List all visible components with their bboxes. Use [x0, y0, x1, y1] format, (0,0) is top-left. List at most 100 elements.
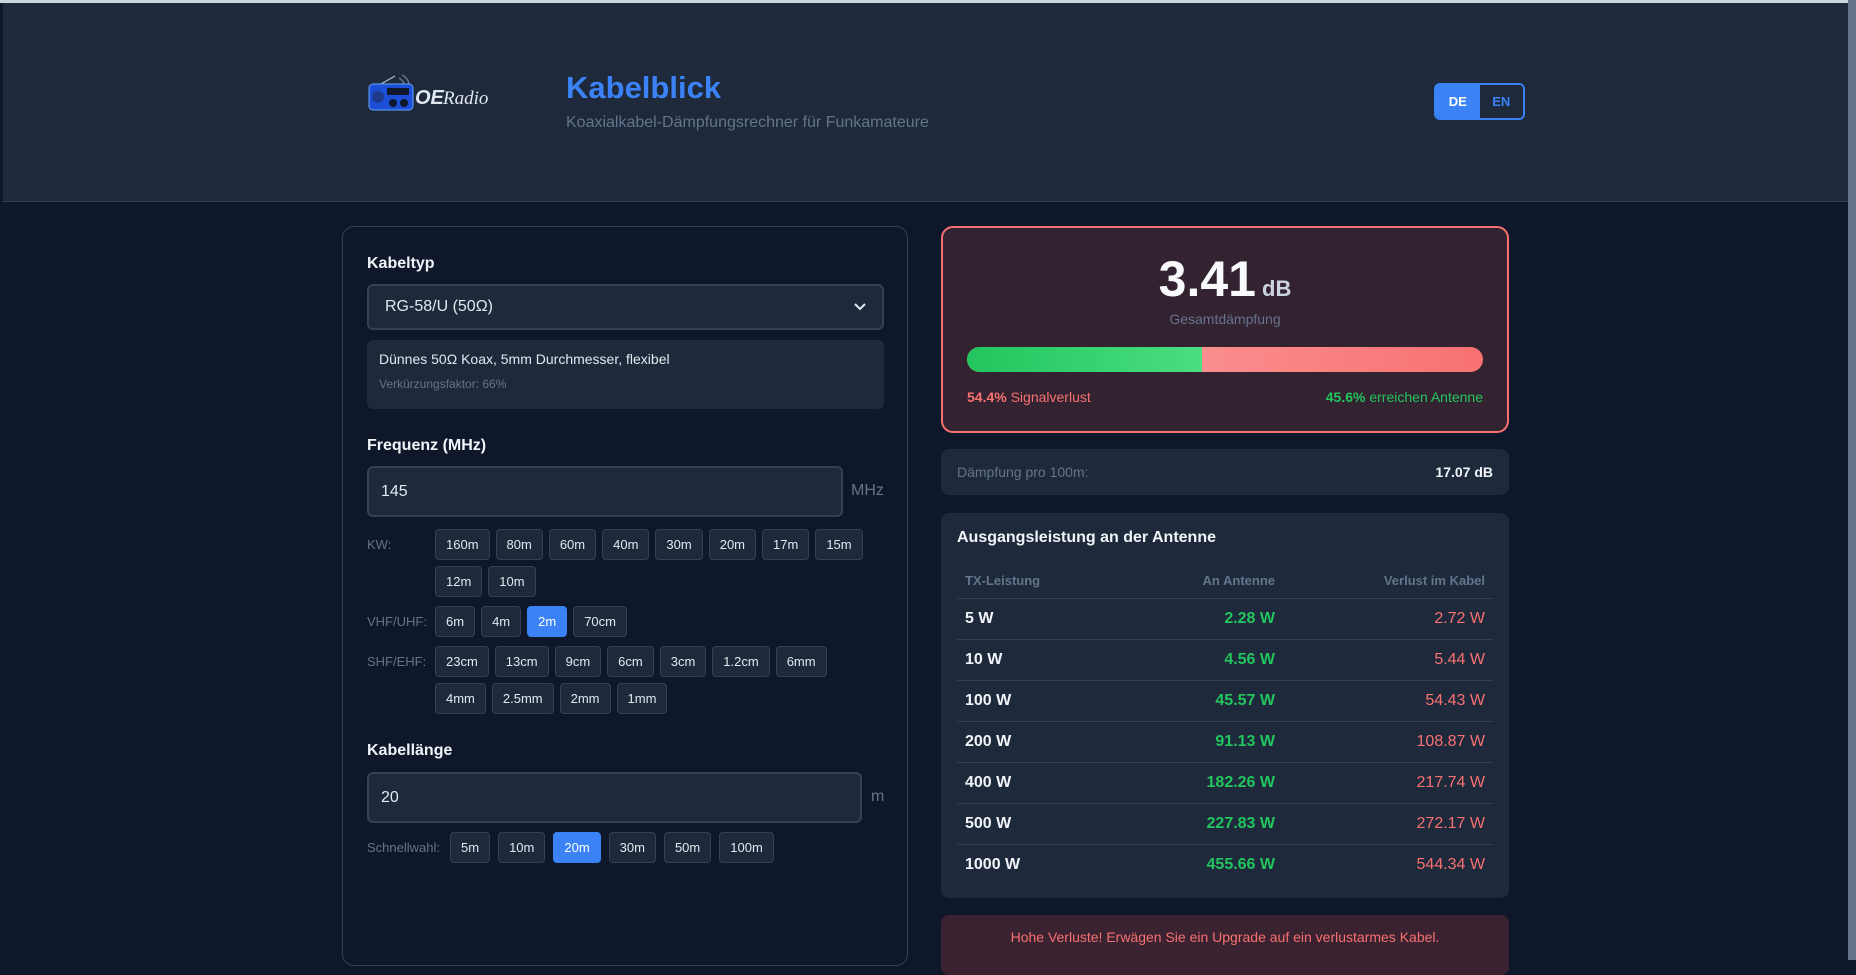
band-button-30m[interactable]: 30m: [655, 529, 703, 560]
input-panel: Kabeltyp RG-58/U (50Ω) Dünnes 50Ω Koax, …: [342, 226, 908, 966]
band-button-3cm[interactable]: 3cm: [659, 646, 707, 677]
band-button-15m[interactable]: 15m: [815, 529, 863, 560]
lang-en-button[interactable]: EN: [1479, 85, 1523, 118]
band-button-17m[interactable]: 17m: [762, 529, 810, 560]
band-group-shf-ehf: SHF/EHF: 23cm 13cm 9cm 6cm 3cm 1.2cm 6mm 4mm 2.5…: [367, 646, 875, 714]
table-row: 10 W 4.56 W 5.44 W: [957, 639, 1493, 680]
lang-de-button[interactable]: DE: [1436, 85, 1480, 118]
band-button-6mm[interactable]: 6mm: [775, 646, 827, 677]
length-button-5m[interactable]: 5m: [450, 832, 491, 863]
table-row: 1000 W 455.66 W 544.34 W: [957, 844, 1493, 885]
antenna-power-cell: 227.83 W: [1206, 815, 1275, 832]
cable-loss-cell: 2.72 W: [1434, 610, 1485, 627]
signal-bar-reach-fill: [967, 347, 1203, 372]
cable-description: Dünnes 50Ω Koax, 5mm Durchmesser, flexib…: [379, 351, 670, 367]
length-button-30m[interactable]: 30m: [608, 832, 656, 863]
table-row: 5 W 2.28 W 2.72 W: [957, 598, 1493, 639]
band-button-2m[interactable]: 2m: [527, 606, 568, 637]
band-button-13cm[interactable]: 13cm: [494, 646, 549, 677]
band-group-kw: KW: 160m 80m 60m 40m 30m 20m 17m 15m 12m 10m: [367, 529, 875, 597]
attenuation-value: 3.41: [1158, 251, 1256, 307]
attenuation-result: 3.41 dB Gesamtdämpfung 54.4% Signalverlus…: [941, 226, 1509, 433]
app-subtitle: Koaxialkabel-Dämpfungsrechner für Funkam…: [566, 114, 929, 131]
antenna-power-cell: 4.56 W: [1224, 651, 1275, 668]
band-button-6m[interactable]: 6m: [435, 606, 476, 637]
header: [3, 3, 1848, 202]
band-button-23cm[interactable]: 23cm: [435, 646, 489, 677]
band-group-label: SHF/EHF:: [367, 654, 427, 669]
band-button-12m[interactable]: 12m: [435, 566, 483, 597]
per100-value: 17.07 dB: [1435, 464, 1493, 480]
signal-loss-text: 54.4% Signalverlust: [967, 389, 1091, 405]
tx-power-cell: 5 W: [965, 610, 994, 627]
cable-loss-cell: 54.43 W: [1425, 692, 1485, 709]
band-button-10m[interactable]: 10m: [488, 566, 536, 597]
band-button-4m[interactable]: 4m: [481, 606, 522, 637]
attenuation-per-100m: Dämpfung pro 100m: 17.07 dB: [941, 449, 1509, 495]
header-tx-power: TX-Leistung: [965, 573, 1041, 588]
velocity-factor: Verkürzungsfaktor: 66%: [379, 377, 507, 391]
band-group-label: KW:: [367, 537, 392, 552]
band-button-9cm[interactable]: 9cm: [554, 646, 602, 677]
table-row: 500 W 227.83 W 272.17 W: [957, 803, 1493, 844]
frequency-label: Frequenz (MHz): [367, 437, 487, 454]
table-row: 200 W 91.13 W 108.87 W: [957, 721, 1493, 762]
band-button-6cm[interactable]: 6cm: [607, 646, 654, 677]
length-button-10m[interactable]: 10m: [498, 832, 546, 863]
cable-type-select[interactable]: RG-58/U (50Ω): [367, 284, 884, 330]
tx-power-cell: 400 W: [965, 774, 1012, 791]
band-button-20m[interactable]: 20m: [708, 529, 757, 560]
tx-power-cell: 500 W: [965, 815, 1012, 832]
browser-top-edge: [0, 0, 1856, 3]
band-button-1.2cm[interactable]: 1.2cm: [712, 646, 770, 677]
total-attenuation: 3.41 dB: [943, 250, 1507, 308]
app-title: Kabelblick: [566, 70, 722, 105]
chevron-down-icon: [854, 303, 866, 311]
power-table: Ausgangsleistung an der Antenne TX-Leist…: [941, 513, 1509, 898]
tx-power-cell: 1000 W: [965, 856, 1021, 873]
tx-power-cell: 200 W: [965, 733, 1012, 750]
cable-type-value: RG-58/U (50Ω): [385, 298, 493, 315]
band-button-2.5mm[interactable]: 2.5mm: [491, 683, 554, 714]
band-button-60m[interactable]: 60m: [548, 529, 597, 560]
length-input[interactable]: 20: [367, 772, 862, 823]
antenna-power-cell: 2.28 W: [1224, 610, 1275, 627]
band-button-1mm[interactable]: 1mm: [616, 683, 668, 714]
band-button-2mm[interactable]: 2mm: [559, 683, 611, 714]
band-button-80m[interactable]: 80m: [495, 529, 543, 560]
antenna-power-cell: 182.26 W: [1206, 774, 1275, 791]
band-button-40m[interactable]: 40m: [602, 529, 650, 560]
loss-percent: 54.4%: [967, 389, 1007, 405]
antenna-power-cell: 91.13 W: [1215, 733, 1275, 750]
length-button-50m[interactable]: 50m: [663, 832, 712, 863]
attenuation-unit: dB: [1262, 276, 1292, 301]
table-header-row: TX-Leistung An Antenne Verlust im Kabel: [957, 563, 1493, 598]
svg-text:Radio: Radio: [442, 88, 488, 109]
table-row: 100 W 45.57 W 54.43 W: [957, 680, 1493, 721]
antenna-power-cell: 455.66 W: [1206, 856, 1275, 873]
scrollbar[interactable]: [1848, 0, 1856, 960]
length-label: Kabellänge: [367, 742, 453, 759]
high-loss-warning: Hohe Verluste! Erwägen Sie ein Upgrade a…: [941, 915, 1509, 975]
power-table-title: Ausgangsleistung an der Antenne: [957, 529, 1216, 546]
signal-bar: [967, 347, 1483, 372]
frequency-input[interactable]: 145: [367, 466, 843, 517]
tx-power-cell: 100 W: [965, 692, 1012, 709]
cable-loss-cell: 544.34 W: [1416, 856, 1485, 873]
antenna-power-cell: 45.57 W: [1215, 692, 1275, 709]
table-row: 400 W 182.26 W 217.74 W: [957, 762, 1493, 803]
band-group-label: VHF/UHF:: [367, 614, 427, 629]
per100-label: Dämpfung pro 100m:: [957, 464, 1089, 480]
cable-loss-cell: 108.87 W: [1416, 733, 1485, 750]
length-button-100m[interactable]: 100m: [719, 832, 774, 863]
signal-reach-text: 45.6% erreichen Antenne: [1326, 389, 1483, 405]
band-button-4mm[interactable]: 4mm: [435, 683, 486, 714]
header-cable-loss: Verlust im Kabel: [1383, 573, 1485, 588]
length-button-20m[interactable]: 20m: [553, 832, 601, 863]
frequency-unit: MHz: [851, 482, 884, 499]
band-button-160m[interactable]: 160m: [435, 529, 490, 560]
band-button-70cm[interactable]: 70cm: [573, 606, 627, 637]
band-group-vhf-uhf: VHF/UHF: 6m 4m 2m 70cm: [367, 606, 875, 637]
loss-label: Signalverlust: [1010, 389, 1091, 405]
reach-label: erreichen Antenne: [1369, 389, 1483, 405]
